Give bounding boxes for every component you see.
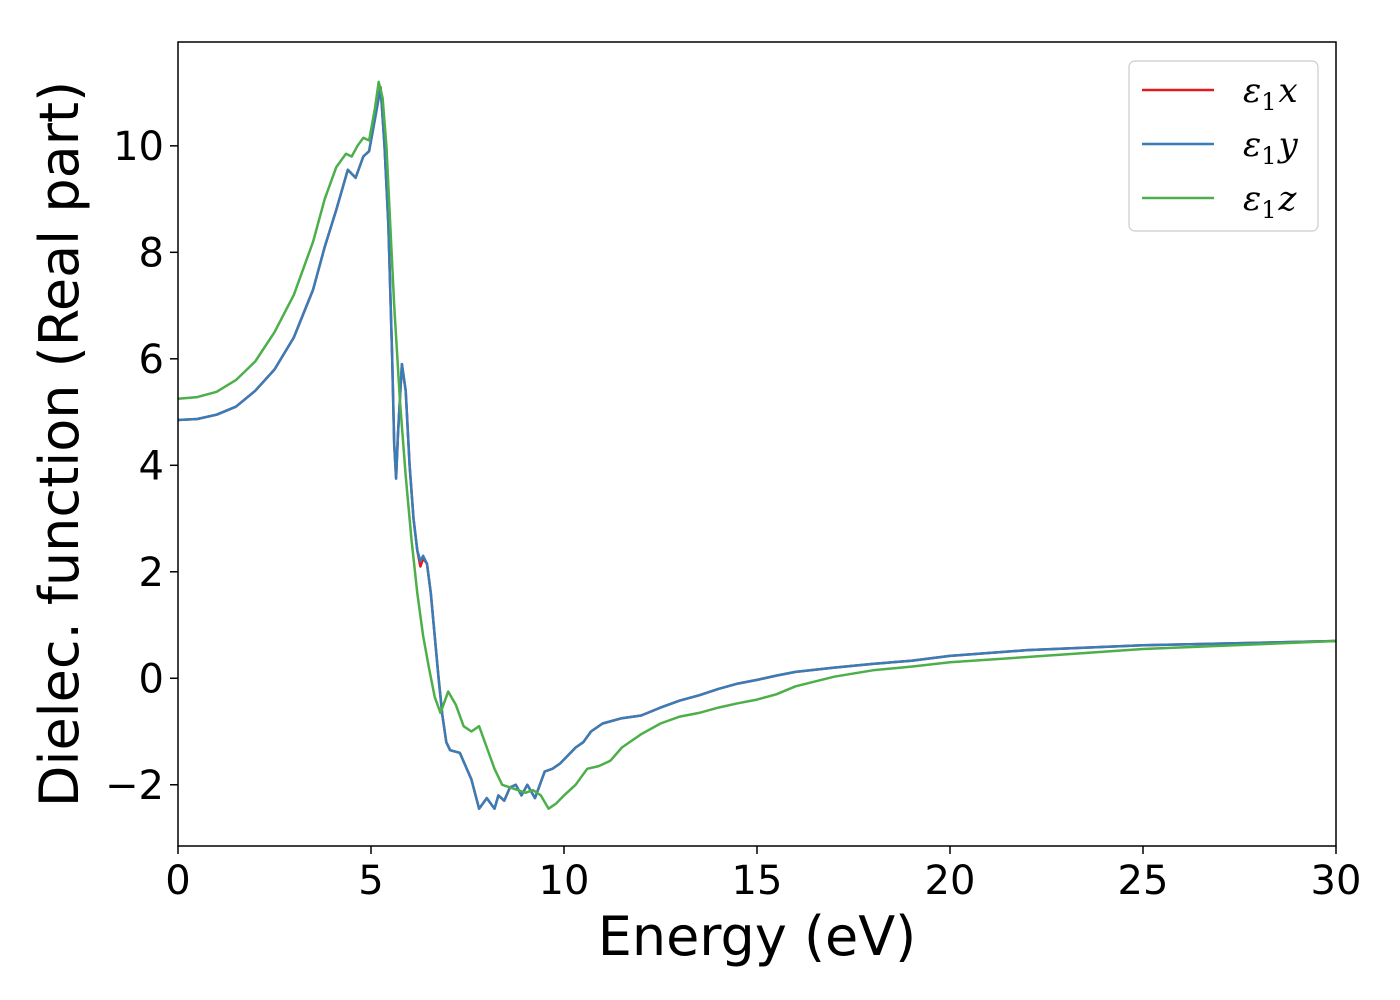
- series-line-z: [178, 80, 1336, 810]
- y-tick-label: 6: [139, 337, 164, 383]
- y-tick-label: 2: [139, 550, 164, 596]
- legend-label-y: ε1y: [1243, 125, 1299, 170]
- x-tick-label: 0: [165, 858, 190, 904]
- y-tick-label: 0: [139, 656, 164, 702]
- legend-label-z: ε1z: [1243, 179, 1298, 224]
- y-tick-label: 8: [139, 230, 164, 276]
- x-tick-label: 20: [925, 858, 976, 904]
- legend-label-x: ε1x: [1243, 71, 1298, 116]
- x-tick-label: 10: [539, 858, 590, 904]
- y-tick-label: 10: [113, 124, 164, 170]
- x-tick-label: 5: [358, 858, 383, 904]
- x-axis-label: Energy (eV): [598, 905, 917, 968]
- y-axis-label: Dielec. function (Real part): [28, 81, 91, 807]
- legend-box: [1128, 60, 1319, 232]
- series-layer: [178, 80, 1336, 810]
- y-tick-label: 4: [139, 443, 164, 489]
- x-tick-label: 15: [732, 858, 783, 904]
- legend: ε1x ε1y ε1z: [1128, 60, 1319, 232]
- y-axis: −2 0 2 4 6 8 10: [105, 124, 178, 809]
- x-axis: 0 5 10 15 20 25 30: [165, 846, 1361, 904]
- y-tick-label: −2: [105, 763, 164, 809]
- x-tick-label: 25: [1118, 858, 1169, 904]
- x-tick-label: 30: [1311, 858, 1362, 904]
- series-line-y: [178, 86, 1336, 810]
